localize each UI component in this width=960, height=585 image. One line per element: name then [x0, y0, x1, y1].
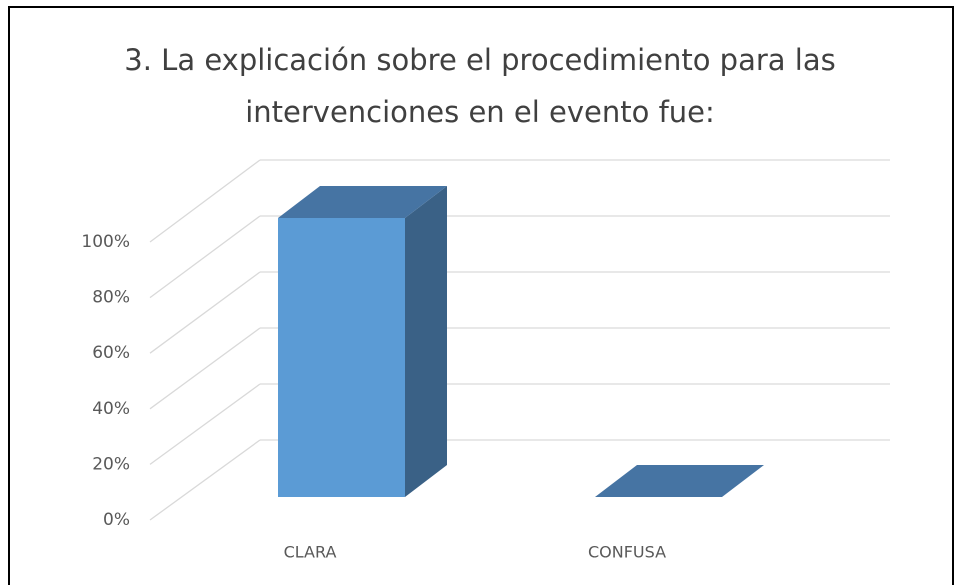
x-tick-label: CONFUSA	[588, 543, 666, 562]
y-tick-label: 100%	[81, 232, 130, 252]
y-tick-label: 60%	[92, 343, 130, 363]
bar-top	[278, 186, 447, 218]
grid-line	[149, 271, 261, 354]
chart-frame	[8, 6, 954, 585]
bar-side	[405, 186, 447, 497]
chart-title: 3. La explicación sobre el procedimiento…	[124, 43, 836, 129]
y-tick-label: 20%	[92, 454, 130, 474]
bar	[278, 218, 405, 497]
y-tick-label: 0%	[103, 510, 130, 530]
grid-line	[149, 215, 261, 299]
grid-line	[149, 383, 261, 465]
y-tick-label: 40%	[92, 399, 130, 419]
y-tick-label: 80%	[92, 288, 130, 308]
grid-line	[149, 327, 261, 410]
x-tick-label: CLARA	[284, 543, 337, 562]
grid-line	[149, 159, 261, 243]
bar-top	[595, 465, 764, 497]
grid-line	[149, 439, 261, 521]
